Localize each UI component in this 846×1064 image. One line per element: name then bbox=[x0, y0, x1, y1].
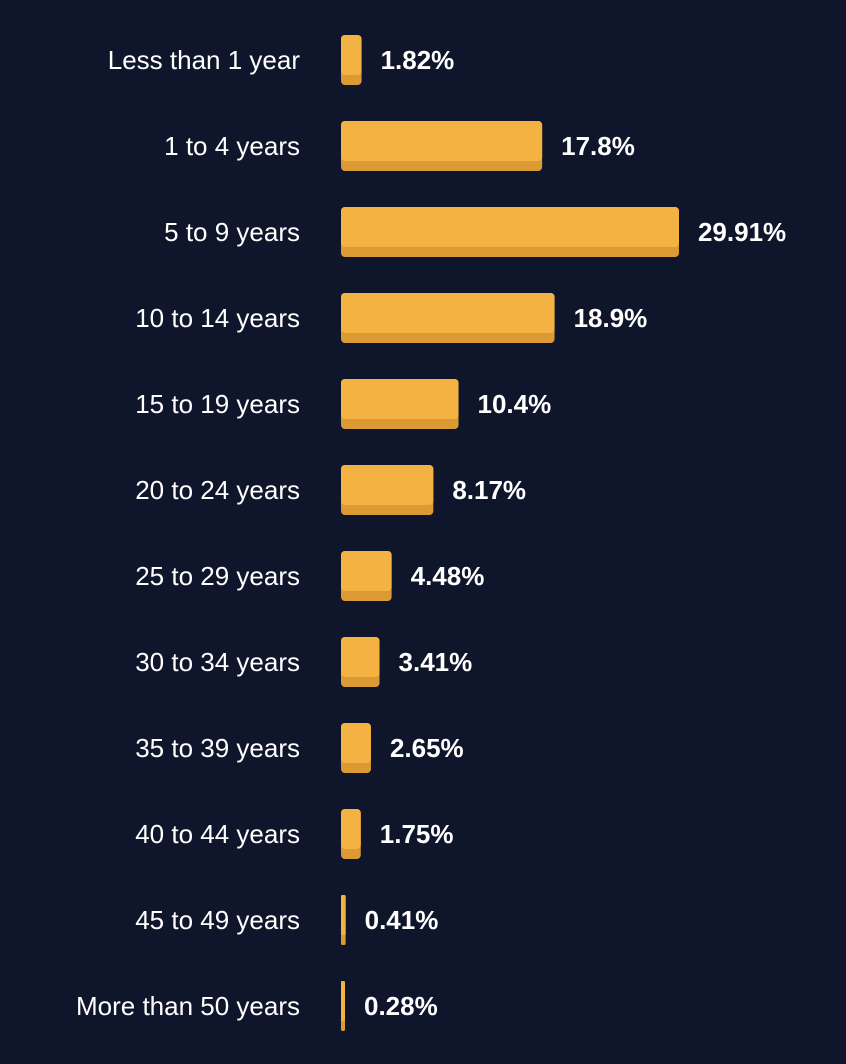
bar-face bbox=[341, 121, 543, 161]
value-label: 0.41% bbox=[365, 905, 439, 935]
bar bbox=[341, 981, 345, 1031]
bar-face bbox=[341, 809, 361, 849]
bar bbox=[341, 809, 361, 859]
category-label: 45 to 49 years bbox=[135, 905, 300, 935]
value-label: 8.17% bbox=[452, 475, 526, 505]
bar bbox=[341, 207, 679, 257]
bar bbox=[341, 293, 555, 343]
bar-face bbox=[341, 293, 555, 333]
value-label: 10.4% bbox=[478, 389, 552, 419]
bar bbox=[341, 35, 362, 85]
bar bbox=[341, 723, 371, 773]
category-label: 35 to 39 years bbox=[135, 733, 300, 763]
value-label: 0.28% bbox=[364, 991, 438, 1021]
category-label: More than 50 years bbox=[76, 991, 300, 1021]
bar-face bbox=[341, 895, 346, 935]
bar-face bbox=[341, 637, 380, 677]
category-label: 40 to 44 years bbox=[135, 819, 300, 849]
category-label: 20 to 24 years bbox=[135, 475, 300, 505]
value-label: 3.41% bbox=[399, 647, 473, 677]
bar bbox=[341, 121, 543, 171]
bar-face bbox=[341, 551, 392, 591]
bar bbox=[341, 637, 380, 687]
bar bbox=[341, 465, 434, 515]
bar bbox=[341, 895, 346, 945]
bar-face bbox=[341, 981, 345, 1021]
category-label: 10 to 14 years bbox=[135, 303, 300, 333]
value-label: 17.8% bbox=[561, 131, 635, 161]
value-label: 29.91% bbox=[698, 217, 786, 247]
bar-face bbox=[341, 35, 362, 75]
value-label: 2.65% bbox=[390, 733, 464, 763]
category-label: 30 to 34 years bbox=[135, 647, 300, 677]
category-label: 25 to 29 years bbox=[135, 561, 300, 591]
category-label: 15 to 19 years bbox=[135, 389, 300, 419]
bar-face bbox=[341, 465, 434, 505]
bar bbox=[341, 551, 392, 601]
value-label: 1.75% bbox=[380, 819, 454, 849]
value-label: 1.82% bbox=[381, 45, 455, 75]
bar-face bbox=[341, 723, 371, 763]
category-label: 1 to 4 years bbox=[164, 131, 300, 161]
bar-face bbox=[341, 379, 459, 419]
value-label: 18.9% bbox=[574, 303, 648, 333]
category-label: 5 to 9 years bbox=[164, 217, 300, 247]
bar bbox=[341, 379, 459, 429]
bar-face bbox=[341, 207, 679, 247]
category-label: Less than 1 year bbox=[108, 45, 301, 75]
value-label: 4.48% bbox=[411, 561, 485, 591]
